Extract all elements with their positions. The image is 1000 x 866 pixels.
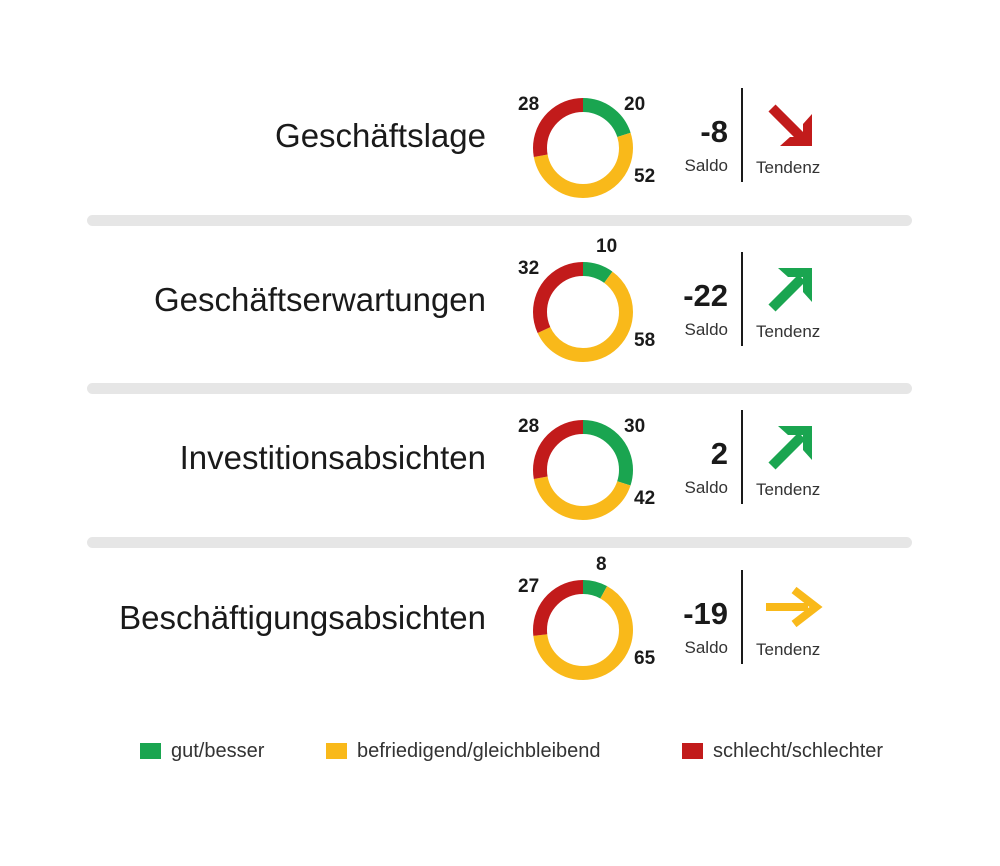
value-label-bad: 27 [518, 576, 539, 597]
arrow-right-icon [766, 586, 823, 628]
value-label-neutral: 52 [634, 166, 655, 187]
indicator-label: Geschäftserwartungen [153, 281, 486, 318]
indicator-row: Geschäftslage 28 20 52 -8 Saldo Tendenz [0, 88, 1000, 208]
donut-chart: 28 30 42 [518, 416, 655, 520]
tendenz-label: Tendenz [756, 640, 821, 659]
saldo-label: Saldo [684, 478, 728, 497]
saldo-value: -22 [683, 278, 728, 313]
donut-slice-bad [533, 580, 633, 680]
legend-label-good: gut/besser [171, 739, 265, 762]
value-label-neutral: 65 [634, 648, 656, 669]
indicator-label: Investitionsabsichten [179, 439, 486, 476]
row-separator [87, 383, 912, 394]
tendenz-label: Tendenz [756, 322, 821, 341]
legend-label-neutral: befriedigend/gleichbleibend [357, 739, 601, 762]
indicator-label: Geschäftslage [275, 117, 486, 154]
donut-slice-bad [533, 420, 633, 520]
arrow-up-right-icon [768, 426, 812, 470]
saldo-label: Saldo [684, 156, 728, 175]
legend-swatch-bad [682, 743, 703, 759]
value-label-good: 20 [624, 94, 645, 115]
saldo-value: 2 [710, 436, 728, 471]
arrow-down-right-icon [768, 104, 812, 146]
divider-line [741, 252, 743, 346]
divider-line [741, 570, 743, 664]
value-label-good: 30 [624, 416, 645, 437]
legend-item-neutral: befriedigend/gleichbleibend [326, 736, 601, 766]
indicator-row: Investitionsabsichten 28 30 42 2 Saldo Tendenz [0, 410, 1000, 530]
divider-line [741, 410, 743, 504]
legend-item-bad: schlecht/schlechter [682, 736, 883, 766]
donut-slice-neutral [533, 580, 633, 680]
value-label-neutral: 42 [634, 488, 655, 509]
donut-chart: 28 20 52 [518, 94, 655, 198]
tendenz-label: Tendenz [756, 480, 821, 499]
value-label-good: 10 [596, 236, 617, 257]
legend-item-good: gut/besser [140, 736, 264, 766]
donut-slice-neutral [533, 420, 633, 520]
indicator-label: Beschäftigungsabsichten [119, 599, 486, 636]
indicator-row: Beschäftigungsabsichten 27 8 65 -19 Saldo Tend… [0, 554, 1000, 690]
donut-slice-neutral [533, 262, 633, 362]
saldo-value: -19 [683, 596, 728, 631]
legend-label-bad: schlecht/schlechter [713, 739, 884, 762]
value-label-good: 8 [596, 554, 607, 575]
value-label-bad: 28 [518, 94, 539, 115]
legend: gut/besser befriedigend/gleichbleibend s… [140, 736, 940, 766]
saldo-label: Saldo [684, 320, 728, 339]
donut-slice-bad [533, 262, 633, 362]
row-separator [87, 537, 912, 548]
row-separator [87, 215, 912, 226]
donut-slice-bad [533, 98, 633, 198]
value-label-neutral: 58 [634, 330, 655, 351]
divider-line [741, 88, 743, 182]
donut-slice-neutral [533, 98, 633, 198]
donut-chart: 32 10 58 [518, 236, 655, 362]
saldo-label: Saldo [684, 638, 728, 657]
tendenz-label: Tendenz [756, 158, 821, 177]
indicator-row: Geschäftserwartungen 32 10 58 -22 Saldo Tenden… [0, 236, 1000, 372]
value-label-bad: 28 [518, 416, 539, 437]
value-label-bad: 32 [518, 258, 539, 279]
legend-swatch-neutral [326, 743, 347, 759]
legend-swatch-good [140, 743, 161, 759]
saldo-value: -8 [700, 114, 728, 149]
arrow-up-right-icon [768, 268, 812, 312]
donut-chart: 27 8 65 [518, 554, 656, 680]
